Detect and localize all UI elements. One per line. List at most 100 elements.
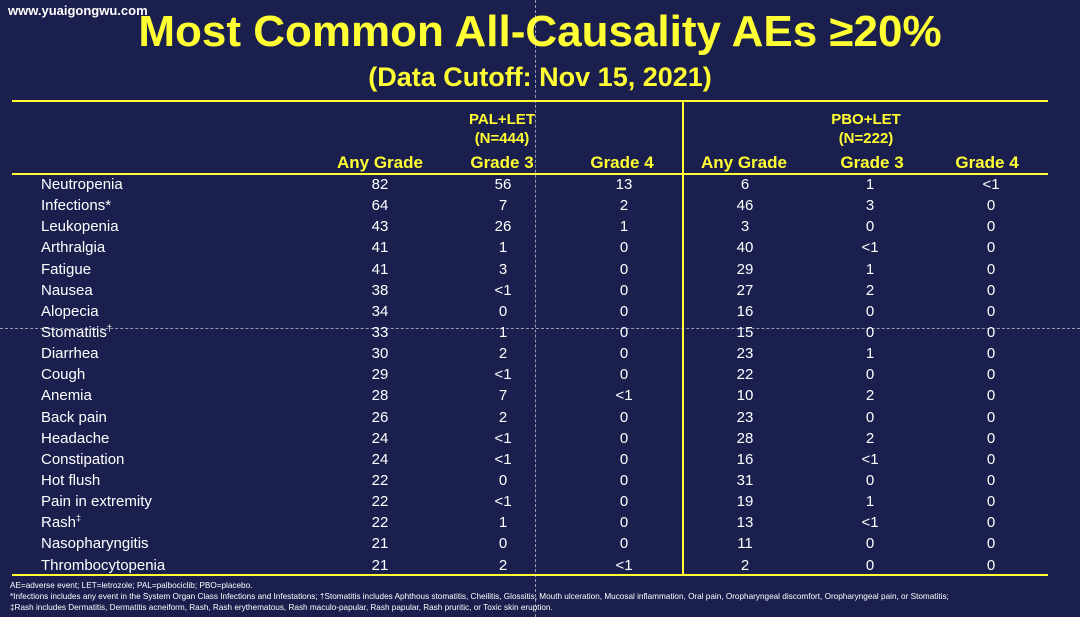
value-cell: 0 bbox=[986, 408, 996, 426]
value-cell: 0 bbox=[865, 556, 875, 574]
value-cell: 1 bbox=[865, 493, 875, 511]
col-header-pal-g4: Grade 4 bbox=[590, 153, 654, 172]
value-cell: 28 bbox=[736, 429, 754, 447]
value-cell: 0 bbox=[986, 345, 996, 363]
col-header-pbo-g4: Grade 4 bbox=[955, 153, 1019, 172]
ae-name: Nasopharyngitis bbox=[41, 535, 149, 553]
table-row: Diarrhea 30 2 0 23 1 0 bbox=[12, 343, 1048, 364]
ae-name: Headache bbox=[41, 429, 110, 447]
value-cell: 40 bbox=[736, 239, 754, 257]
value-cell: <1 bbox=[615, 556, 633, 574]
col-header-pbo-g3: Grade 3 bbox=[840, 153, 904, 172]
value-cell: 1 bbox=[619, 218, 629, 236]
value-cell: 41 bbox=[371, 260, 389, 278]
ae-name-cell: Anemia bbox=[12, 385, 318, 406]
value-cell: 0 bbox=[986, 556, 996, 574]
value-cell: 21 bbox=[371, 535, 389, 553]
value-cell: <1 bbox=[861, 239, 879, 257]
table-row: Hot flush 22 0 0 31 0 0 bbox=[12, 470, 1048, 491]
value-cell: 0 bbox=[865, 535, 875, 553]
value-cell: 0 bbox=[986, 239, 996, 257]
value-cell: 0 bbox=[498, 535, 508, 553]
value-cell: 23 bbox=[736, 345, 754, 363]
value-cell: 0 bbox=[619, 345, 629, 363]
value-cell: 64 bbox=[371, 197, 389, 215]
value-cell: 19 bbox=[736, 493, 754, 511]
value-cell: 0 bbox=[986, 514, 996, 532]
value-cell: 21 bbox=[371, 556, 389, 574]
ae-name: Fatigue bbox=[41, 260, 92, 278]
value-cell: 0 bbox=[865, 302, 875, 320]
table-row: Alopecia 34 0 0 16 0 0 bbox=[12, 301, 1048, 322]
footnote-mark: ‡ bbox=[76, 513, 82, 524]
value-cell: 26 bbox=[371, 408, 389, 426]
footnote-abbreviations: AE=adverse event; LET=letrozole; PAL=pal… bbox=[10, 581, 253, 590]
value-cell: 3 bbox=[865, 197, 875, 215]
slide-title: Most Common All-Causality AEs ≥20% bbox=[138, 7, 942, 56]
value-cell: 22 bbox=[371, 514, 389, 532]
value-cell: 22 bbox=[371, 472, 389, 490]
footnotes: AE=adverse event; LET=letrozole; PAL=pal… bbox=[10, 580, 1076, 613]
watermark: www.yuaigongwu.com bbox=[8, 3, 148, 18]
value-cell: 13 bbox=[615, 176, 633, 194]
table-row: Nasopharyngitis 21 0 0 11 0 0 bbox=[12, 533, 1048, 554]
value-cell: 2 bbox=[498, 408, 508, 426]
table-row: Fatigue 41 3 0 29 1 0 bbox=[12, 259, 1048, 280]
table-row: Thrombocytopenia 21 2 <1 2 0 0 bbox=[12, 555, 1048, 576]
value-cell: 0 bbox=[986, 260, 996, 278]
value-cell: <1 bbox=[615, 387, 633, 405]
slide-subtitle: (Data Cutoff: Nov 15, 2021) bbox=[368, 62, 712, 92]
ae-name-cell: Fatigue bbox=[12, 259, 318, 280]
table-row: Stomatitis† 33 1 0 15 0 0 bbox=[12, 322, 1048, 343]
value-cell: <1 bbox=[494, 429, 512, 447]
ae-name: Diarrhea bbox=[41, 345, 99, 363]
value-cell: 2 bbox=[865, 429, 875, 447]
value-cell: <1 bbox=[494, 366, 512, 384]
value-cell: 16 bbox=[736, 450, 754, 468]
ae-name: Stomatitis bbox=[41, 324, 107, 342]
value-cell: 24 bbox=[371, 450, 389, 468]
value-cell: 0 bbox=[619, 535, 629, 553]
table-row: Rash‡ 22 1 0 13 <1 0 bbox=[12, 512, 1048, 533]
ae-name-cell: Headache bbox=[12, 428, 318, 449]
value-cell: 0 bbox=[865, 218, 875, 236]
value-cell: 2 bbox=[865, 281, 875, 299]
value-cell: 38 bbox=[371, 281, 389, 299]
value-cell: 0 bbox=[986, 366, 996, 384]
col-header-pal-g3: Grade 3 bbox=[470, 153, 534, 172]
value-cell: 29 bbox=[371, 366, 389, 384]
ae-name: Cough bbox=[41, 366, 86, 384]
ae-name-cell: Leukopenia bbox=[12, 216, 318, 237]
value-cell: 11 bbox=[737, 535, 753, 553]
value-cell: 0 bbox=[986, 324, 996, 342]
value-cell: 0 bbox=[619, 493, 629, 511]
value-cell: 13 bbox=[736, 514, 754, 532]
ae-name: Arthralgia bbox=[41, 239, 106, 257]
ae-name-cell: Nausea bbox=[12, 280, 318, 301]
value-cell: 0 bbox=[619, 472, 629, 490]
group-n: (N=444) bbox=[474, 130, 530, 147]
value-cell: 0 bbox=[619, 281, 629, 299]
value-cell: 7 bbox=[498, 387, 508, 405]
value-cell: 0 bbox=[865, 472, 875, 490]
table-row: Arthralgia 41 1 0 40 <1 0 bbox=[12, 237, 1048, 258]
value-cell: 0 bbox=[986, 493, 996, 511]
table-row: Infections* 64 7 2 46 3 0 bbox=[12, 195, 1048, 216]
value-cell: 0 bbox=[619, 302, 629, 320]
ae-name-cell: Constipation bbox=[12, 449, 318, 470]
ae-table-body: Neutropenia 82 56 13 6 1 <1 Infections* 64 7 2 46 3 0… bbox=[12, 174, 1048, 576]
value-cell: 16 bbox=[736, 302, 754, 320]
value-cell: 22 bbox=[736, 366, 754, 384]
value-cell: 3 bbox=[498, 260, 508, 278]
value-cell: 0 bbox=[986, 281, 996, 299]
value-cell: 33 bbox=[371, 324, 389, 342]
col-header-pbo-any: Any Grade bbox=[701, 153, 787, 172]
value-cell: <1 bbox=[861, 450, 879, 468]
value-cell: 26 bbox=[494, 218, 512, 236]
ae-name-cell: Pain in extremity bbox=[12, 491, 318, 512]
value-cell: 0 bbox=[619, 514, 629, 532]
group-n: (N=222) bbox=[838, 130, 894, 147]
table-bottom-rule bbox=[12, 574, 1048, 576]
table-row: Anemia 28 7 <1 10 2 0 bbox=[12, 385, 1048, 406]
value-cell: 41 bbox=[371, 239, 389, 257]
